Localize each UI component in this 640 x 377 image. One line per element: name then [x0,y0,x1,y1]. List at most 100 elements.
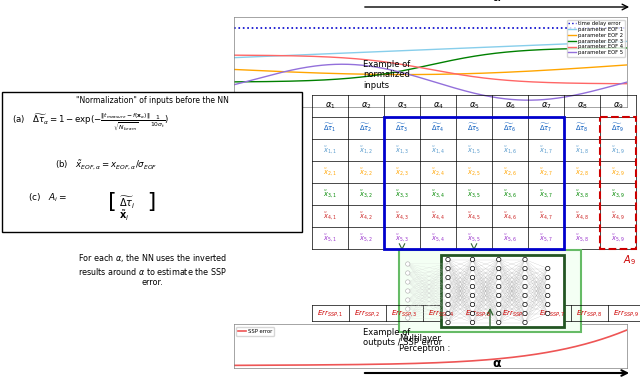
Legend: time delay error, parameter EOF 1, parameter EOF 2, parameter EOF 3, parameter E: time delay error, parameter EOF 1, param… [567,20,625,57]
Circle shape [497,311,501,316]
Bar [399,250,581,331]
Text: $\tilde{x}_{4,1}$: $\tilde{x}_{4,1}$ [323,210,337,222]
Text: $\tilde{x}_{4,4}$: $\tilde{x}_{4,4}$ [431,210,445,222]
Circle shape [446,284,450,289]
Text: $\tilde{x}_{2,1}$: $\tilde{x}_{2,1}$ [323,166,337,178]
Circle shape [446,275,450,280]
Text: $\tilde{x}_{3,7}$: $\tilde{x}_{3,7}$ [539,188,553,199]
Circle shape [446,302,450,307]
Text: (b)   $\tilde{x}_{EOF,\alpha} = x_{EOF,\alpha}/\sigma_{EOF}$: (b) $\tilde{x}_{EOF,\alpha} = x_{EOF,\al… [55,158,157,171]
Text: Example of
outputs / SSP error: Example of outputs / SSP error [363,328,442,347]
Text: $\tilde{x}_{3,1}$: $\tilde{x}_{3,1}$ [323,188,337,199]
Text: $\alpha_{5}$: $\alpha_{5}$ [468,101,479,111]
Text: $\widetilde{\Delta\tau}_{8}$: $\widetilde{\Delta\tau}_{8}$ [575,122,589,134]
Circle shape [545,284,550,289]
Text: $\tilde{x}_{5,5}$: $\tilde{x}_{5,5}$ [467,232,481,244]
Circle shape [470,275,475,280]
Text: $\tilde{x}_{3,4}$: $\tilde{x}_{3,4}$ [431,188,445,199]
Text: $Err_{SSP,4}$: $Err_{SSP,4}$ [428,308,455,318]
Text: For each $\alpha$, the NN uses the inverted
results around $\alpha$ to estimate : For each $\alpha$, the NN uses the inver… [77,252,227,287]
Text: $\widetilde{\Delta\tau}_{7}$: $\widetilde{\Delta\tau}_{7}$ [540,122,552,134]
Circle shape [446,257,450,262]
Circle shape [523,320,527,325]
Circle shape [497,275,501,280]
Text: $\tilde{x}_{2,4}$: $\tilde{x}_{2,4}$ [431,166,445,178]
Bar [2,92,302,232]
Text: $\tilde{x}_{1,6}$: $\tilde{x}_{1,6}$ [503,144,517,156]
Circle shape [497,293,501,298]
Text: $\widetilde{\Delta\tau}_{1}$: $\widetilde{\Delta\tau}_{1}$ [323,122,337,134]
Circle shape [406,280,410,284]
Text: "Normalization" of inputs before the NN: "Normalization" of inputs before the NN [76,96,228,105]
Circle shape [545,293,550,298]
Text: $\tilde{x}_{4,7}$: $\tilde{x}_{4,7}$ [539,210,553,222]
Text: $\tilde{x}_{3,9}$: $\tilde{x}_{3,9}$ [611,188,625,199]
Text: $\tilde{x}_{1,4}$: $\tilde{x}_{1,4}$ [431,144,445,156]
Text: $\tilde{x}_{4,8}$: $\tilde{x}_{4,8}$ [575,210,589,222]
Text: $\tilde{x}_{2,8}$: $\tilde{x}_{2,8}$ [575,166,589,178]
Text: $\tilde{x}_{3,2}$: $\tilde{x}_{3,2}$ [359,188,373,199]
Text: $\tilde{x}_{4,5}$: $\tilde{x}_{4,5}$ [467,210,481,222]
Text: $Err_{SSP,1}$: $Err_{SSP,1}$ [317,308,344,318]
Bar [441,255,563,327]
Circle shape [497,302,501,307]
Text: $\widetilde{\Delta\tau}_{3}$: $\widetilde{\Delta\tau}_{3}$ [396,122,408,134]
Text: Multilayer
Perceptron :: Multilayer Perceptron : [399,334,451,353]
Text: $\tilde{x}_{5,9}$: $\tilde{x}_{5,9}$ [611,232,625,244]
Circle shape [406,307,410,311]
Text: $\tilde{x}_{2,2}$: $\tilde{x}_{2,2}$ [359,166,373,178]
Circle shape [545,275,550,280]
Text: $\tilde{x}_{5,8}$: $\tilde{x}_{5,8}$ [575,232,589,244]
Circle shape [523,311,527,316]
Circle shape [523,302,527,307]
Circle shape [497,284,501,289]
Circle shape [406,289,410,293]
Text: $\tilde{x}_{5,7}$: $\tilde{x}_{5,7}$ [539,232,553,244]
Text: $\tilde{x}_{1,5}$: $\tilde{x}_{1,5}$ [467,144,481,156]
Text: $\tilde{x}_{2,9}$: $\tilde{x}_{2,9}$ [611,166,625,178]
Text: $\tilde{x}_{1,9}$: $\tilde{x}_{1,9}$ [611,144,625,156]
Text: [: [ [105,192,118,212]
Text: $\tilde{x}_{2,5}$: $\tilde{x}_{2,5}$ [467,166,481,178]
Text: $\tilde{x}_{1,7}$: $\tilde{x}_{1,7}$ [539,144,553,156]
Circle shape [497,320,501,325]
Circle shape [406,316,410,320]
Text: $\tilde{x}_{5,3}$: $\tilde{x}_{5,3}$ [395,232,409,244]
Text: $\alpha_{9}$: $\alpha_{9}$ [612,101,623,111]
Circle shape [523,293,527,298]
Text: $Err_{SSP,2}$: $Err_{SSP,2}$ [355,308,381,318]
Text: $\alpha_{6}$: $\alpha_{6}$ [504,101,515,111]
Text: $\tilde{x}_{5,6}$: $\tilde{x}_{5,6}$ [503,232,517,244]
Circle shape [523,266,527,271]
Text: $\mathbf{\alpha}$: $\mathbf{\alpha}$ [492,357,502,370]
Text: $\alpha_{4}$: $\alpha_{4}$ [433,101,444,111]
Text: ]: ] [145,192,158,212]
Text: (c)   $A_i =$: (c) $A_i =$ [28,192,67,204]
Text: $\alpha_{3}$: $\alpha_{3}$ [397,101,408,111]
Legend: SSP error: SSP error [236,327,275,336]
Circle shape [523,275,527,280]
Text: $\alpha_{1}$: $\alpha_{1}$ [324,101,335,111]
Circle shape [406,271,410,275]
Circle shape [470,257,475,262]
Circle shape [446,320,450,325]
Text: $\tilde{x}_{2,3}$: $\tilde{x}_{2,3}$ [395,166,409,178]
Text: $\tilde{x}_{3,8}$: $\tilde{x}_{3,8}$ [575,188,589,199]
Text: $\widetilde{\Delta\tau}_{6}$: $\widetilde{\Delta\tau}_{6}$ [504,122,516,134]
Circle shape [406,262,410,266]
Text: $\tilde{x}_{1,1}$: $\tilde{x}_{1,1}$ [323,144,337,156]
Text: $Err_{SSP,5}$: $Err_{SSP,5}$ [465,308,492,318]
Text: $\tilde{x}_{2,6}$: $\tilde{x}_{2,6}$ [503,166,517,178]
Text: $Err_{SSP,7}$: $Err_{SSP,7}$ [540,308,566,318]
Text: Example of
normalized
inputs: Example of normalized inputs [363,60,410,90]
Text: $Err_{SSP,8}$: $Err_{SSP,8}$ [576,308,603,318]
Text: $\tilde{x}_{4,6}$: $\tilde{x}_{4,6}$ [503,210,517,222]
Text: $\tilde{x}_{4,9}$: $\tilde{x}_{4,9}$ [611,210,625,222]
Circle shape [470,284,475,289]
Circle shape [446,311,450,316]
Bar [384,117,564,249]
Circle shape [545,311,550,316]
Text: $\widetilde{\Delta\tau}_{9}$: $\widetilde{\Delta\tau}_{9}$ [611,122,625,134]
Circle shape [470,311,475,316]
Circle shape [446,293,450,298]
